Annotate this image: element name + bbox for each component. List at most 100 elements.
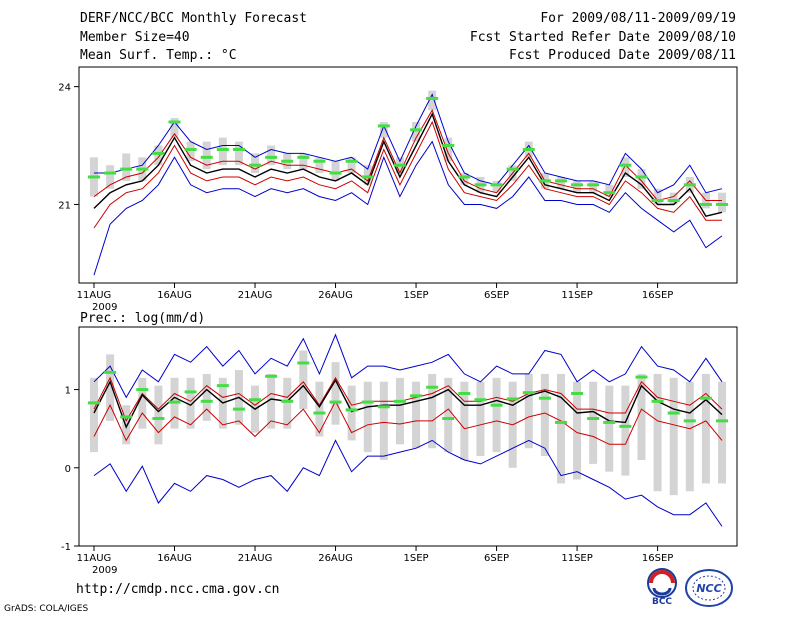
box-1-30 xyxy=(573,180,582,193)
box-2-35 xyxy=(653,373,662,492)
box-2-15 xyxy=(331,362,340,425)
box-1-15 xyxy=(331,161,340,181)
median-1-23 xyxy=(458,175,471,179)
x-tick-label-2-1: 16AUG xyxy=(157,553,192,564)
forecast-period: For 2009/08/11-2009/09/19 xyxy=(540,11,736,26)
x-tick-label-1-6: 11SEP xyxy=(561,290,592,301)
median-1-27 xyxy=(522,147,535,151)
median-2-25 xyxy=(490,403,503,407)
median-2-19 xyxy=(393,399,406,403)
plot-frame-2 xyxy=(78,326,738,547)
footer-url[interactable]: http://cmdp.ncc.cma.gov.cn xyxy=(76,582,280,597)
series-lower-1 xyxy=(93,120,722,229)
series-min-2 xyxy=(93,439,723,527)
median-1-0 xyxy=(88,175,100,179)
box-1-13 xyxy=(299,153,308,170)
median-2-4 xyxy=(152,417,165,421)
median-1-29 xyxy=(554,179,567,183)
box-2-4 xyxy=(154,385,163,445)
median-2-1 xyxy=(104,370,117,374)
x-tick-label-2-6: 11SEP xyxy=(561,553,592,564)
median-1-13 xyxy=(297,155,310,159)
median-1-33 xyxy=(619,163,632,167)
median-2-33 xyxy=(619,424,632,428)
median-1-15 xyxy=(329,171,342,175)
x-tick-label-1-0: 11AUG xyxy=(77,290,112,301)
series-mean-2 xyxy=(93,378,723,429)
box-1-33 xyxy=(621,157,630,177)
series-min-1 xyxy=(93,140,723,276)
bcc-logo-text: BCC xyxy=(652,597,672,606)
box-1-8 xyxy=(218,137,227,166)
box-2-30 xyxy=(573,381,582,480)
median-2-39 xyxy=(716,419,728,423)
box-2-20 xyxy=(412,381,421,449)
variable-label: Mean Surf. Temp.: °C xyxy=(80,48,237,63)
box-2-19 xyxy=(395,377,404,445)
series-upper-1 xyxy=(93,109,722,202)
median-1-37 xyxy=(683,183,696,187)
box-2-21 xyxy=(428,373,437,449)
median-2-30 xyxy=(571,391,584,395)
median-2-2 xyxy=(120,415,133,419)
chart-title: DERF/NCC/BCC Monthly Forecast xyxy=(80,11,307,26)
median-2-28 xyxy=(538,396,551,400)
median-1-11 xyxy=(265,155,278,159)
box-2-37 xyxy=(685,381,694,492)
median-1-8 xyxy=(216,147,229,151)
median-1-18 xyxy=(377,124,390,128)
median-2-29 xyxy=(554,420,567,424)
series-max-2 xyxy=(93,333,723,399)
median-2-34 xyxy=(635,375,648,379)
box-2-27 xyxy=(524,373,533,449)
median-2-8 xyxy=(216,384,229,388)
box-1-17 xyxy=(363,165,372,185)
x-tick-label-1-3: 26AUG xyxy=(318,290,353,301)
median-2-7 xyxy=(200,399,213,403)
median-2-20 xyxy=(410,394,423,398)
median-1-2 xyxy=(120,167,133,171)
median-2-15 xyxy=(329,400,342,404)
median-1-9 xyxy=(232,147,245,151)
box-2-38 xyxy=(701,373,710,484)
median-1-20 xyxy=(410,128,423,132)
median-2-37 xyxy=(683,419,696,423)
median-1-7 xyxy=(200,155,213,159)
box-2-39 xyxy=(718,381,726,484)
x-tick-label-2-3: 26AUG xyxy=(318,553,353,564)
median-1-14 xyxy=(313,159,326,163)
median-2-38 xyxy=(699,396,712,400)
y-tick-label-2-0: -1 xyxy=(61,542,71,553)
x-year-label-2: 2009 xyxy=(92,565,117,576)
median-1-39 xyxy=(716,202,728,206)
median-1-30 xyxy=(571,183,584,187)
median-2-27 xyxy=(522,391,535,395)
median-2-14 xyxy=(313,411,326,415)
box-2-12 xyxy=(283,377,292,429)
y-tick-label-1-1: 24 xyxy=(58,83,71,94)
median-1-25 xyxy=(490,183,503,187)
median-2-5 xyxy=(168,400,181,404)
box-2-3 xyxy=(138,377,147,429)
median-1-22 xyxy=(442,144,455,148)
x-year-label-1: 2009 xyxy=(92,302,117,313)
median-2-13 xyxy=(297,361,310,365)
x-tick-label-1-1: 16AUG xyxy=(157,290,192,301)
median-2-17 xyxy=(361,400,374,404)
precip-label: Prec.: log(mm/d) xyxy=(80,311,206,326)
median-1-1 xyxy=(104,171,117,175)
median-1-17 xyxy=(361,175,374,179)
box-2-28 xyxy=(540,373,549,457)
x-tick-label-1-5: 6SEP xyxy=(484,290,509,301)
box-2-29 xyxy=(556,373,565,484)
forecast-produced: Fcst Produced Date 2009/08/11 xyxy=(509,48,736,63)
median-1-21 xyxy=(426,96,439,100)
box-1-4 xyxy=(154,145,163,166)
series-mean-1 xyxy=(93,112,723,218)
median-1-19 xyxy=(393,163,406,167)
box-1-16 xyxy=(347,157,356,174)
box-1-14 xyxy=(315,157,324,174)
y-tick-label-2-1: 0 xyxy=(65,464,71,475)
median-1-38 xyxy=(699,202,712,206)
